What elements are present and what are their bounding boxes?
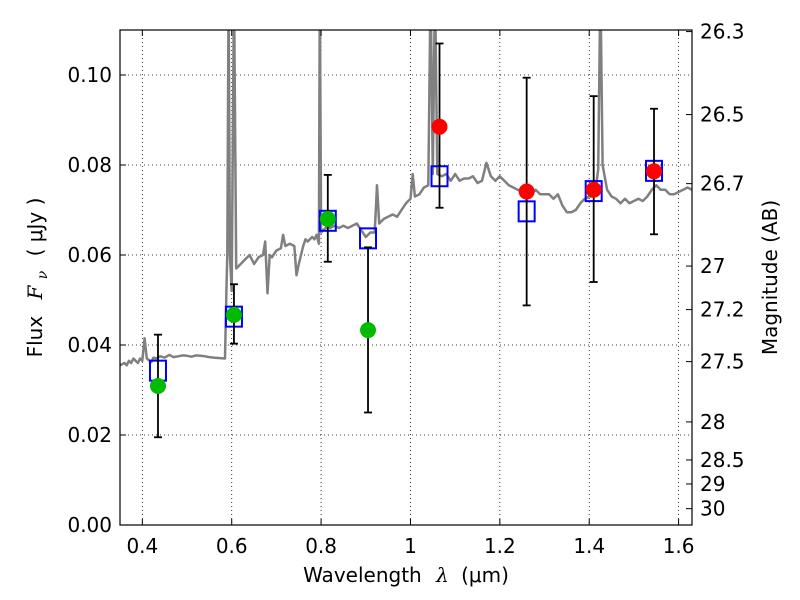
y-tick-label: 0.08 [67, 153, 112, 177]
mag-tick-label: 26.3 [700, 20, 745, 44]
mag-tick-label: 28 [700, 410, 725, 434]
mag-tick-label: 30 [700, 497, 725, 521]
y-tick-label: 0.00 [67, 513, 112, 537]
y-tick-label: 0.02 [67, 423, 112, 447]
plot-frame [119, 29, 693, 526]
y-axis-label-unit: ( μJy ) [23, 198, 47, 257]
y-axis-label-symbol: F [23, 284, 47, 300]
plot-layer [120, 30, 692, 439]
sed-line [120, 30, 692, 367]
mag-tick-label: 27.5 [700, 350, 745, 374]
x-tick-label: 0.6 [216, 534, 248, 558]
observed-flux-point [225, 306, 242, 323]
y-axis-label: Flux F ν ( μJy ) [23, 198, 52, 358]
observed-flux-point [646, 163, 663, 180]
x-tick-label: 1.4 [573, 534, 605, 558]
observed-flux-point [518, 183, 535, 200]
mag-tick-label: 28.5 [700, 448, 745, 472]
tick-layer: 0.4 0.6 0.8 1 1.2 1.4 1.6 0.00 0.02 0.04 0.06 0.08 0… [67, 20, 744, 558]
y-tick-label: 0.06 [67, 243, 112, 267]
x-tick-label: 1.6 [663, 534, 695, 558]
y-tick-label: 0.04 [67, 333, 112, 357]
y-axis-label-text: Flux [23, 316, 47, 358]
y-tick-label: 0.10 [67, 63, 112, 87]
x-axis-label-unit: (μm) [461, 563, 509, 587]
x-tick-label: 1 [404, 534, 417, 558]
mag-tick-label: 29 [700, 472, 725, 496]
observed-flux-point [360, 322, 377, 339]
x-axis-label: Wavelength λ (μm) [303, 563, 509, 587]
mag-tick-label: 27 [700, 254, 725, 278]
mag-tick-label: 26.5 [700, 103, 745, 127]
x-tick-label: 0.8 [305, 534, 337, 558]
observed-flux-point [585, 181, 602, 198]
observed-flux-point [149, 377, 166, 394]
mag-tick-label: 27.2 [700, 298, 745, 322]
mag-tick-label: 26.7 [700, 172, 745, 196]
x-axis-label-text: Wavelength [303, 563, 422, 587]
grid-layer [120, 30, 692, 526]
x-tick-label: 1.2 [484, 534, 516, 558]
observed-flux-point [431, 118, 448, 135]
observed-flux-point [319, 211, 336, 227]
magnitude-axis-label: Magnitude (AB) [758, 200, 782, 355]
x-tick-label: 0.4 [126, 534, 158, 558]
y-axis-label-subscript: ν [35, 270, 51, 279]
x-axis-label-symbol: λ [435, 563, 449, 587]
